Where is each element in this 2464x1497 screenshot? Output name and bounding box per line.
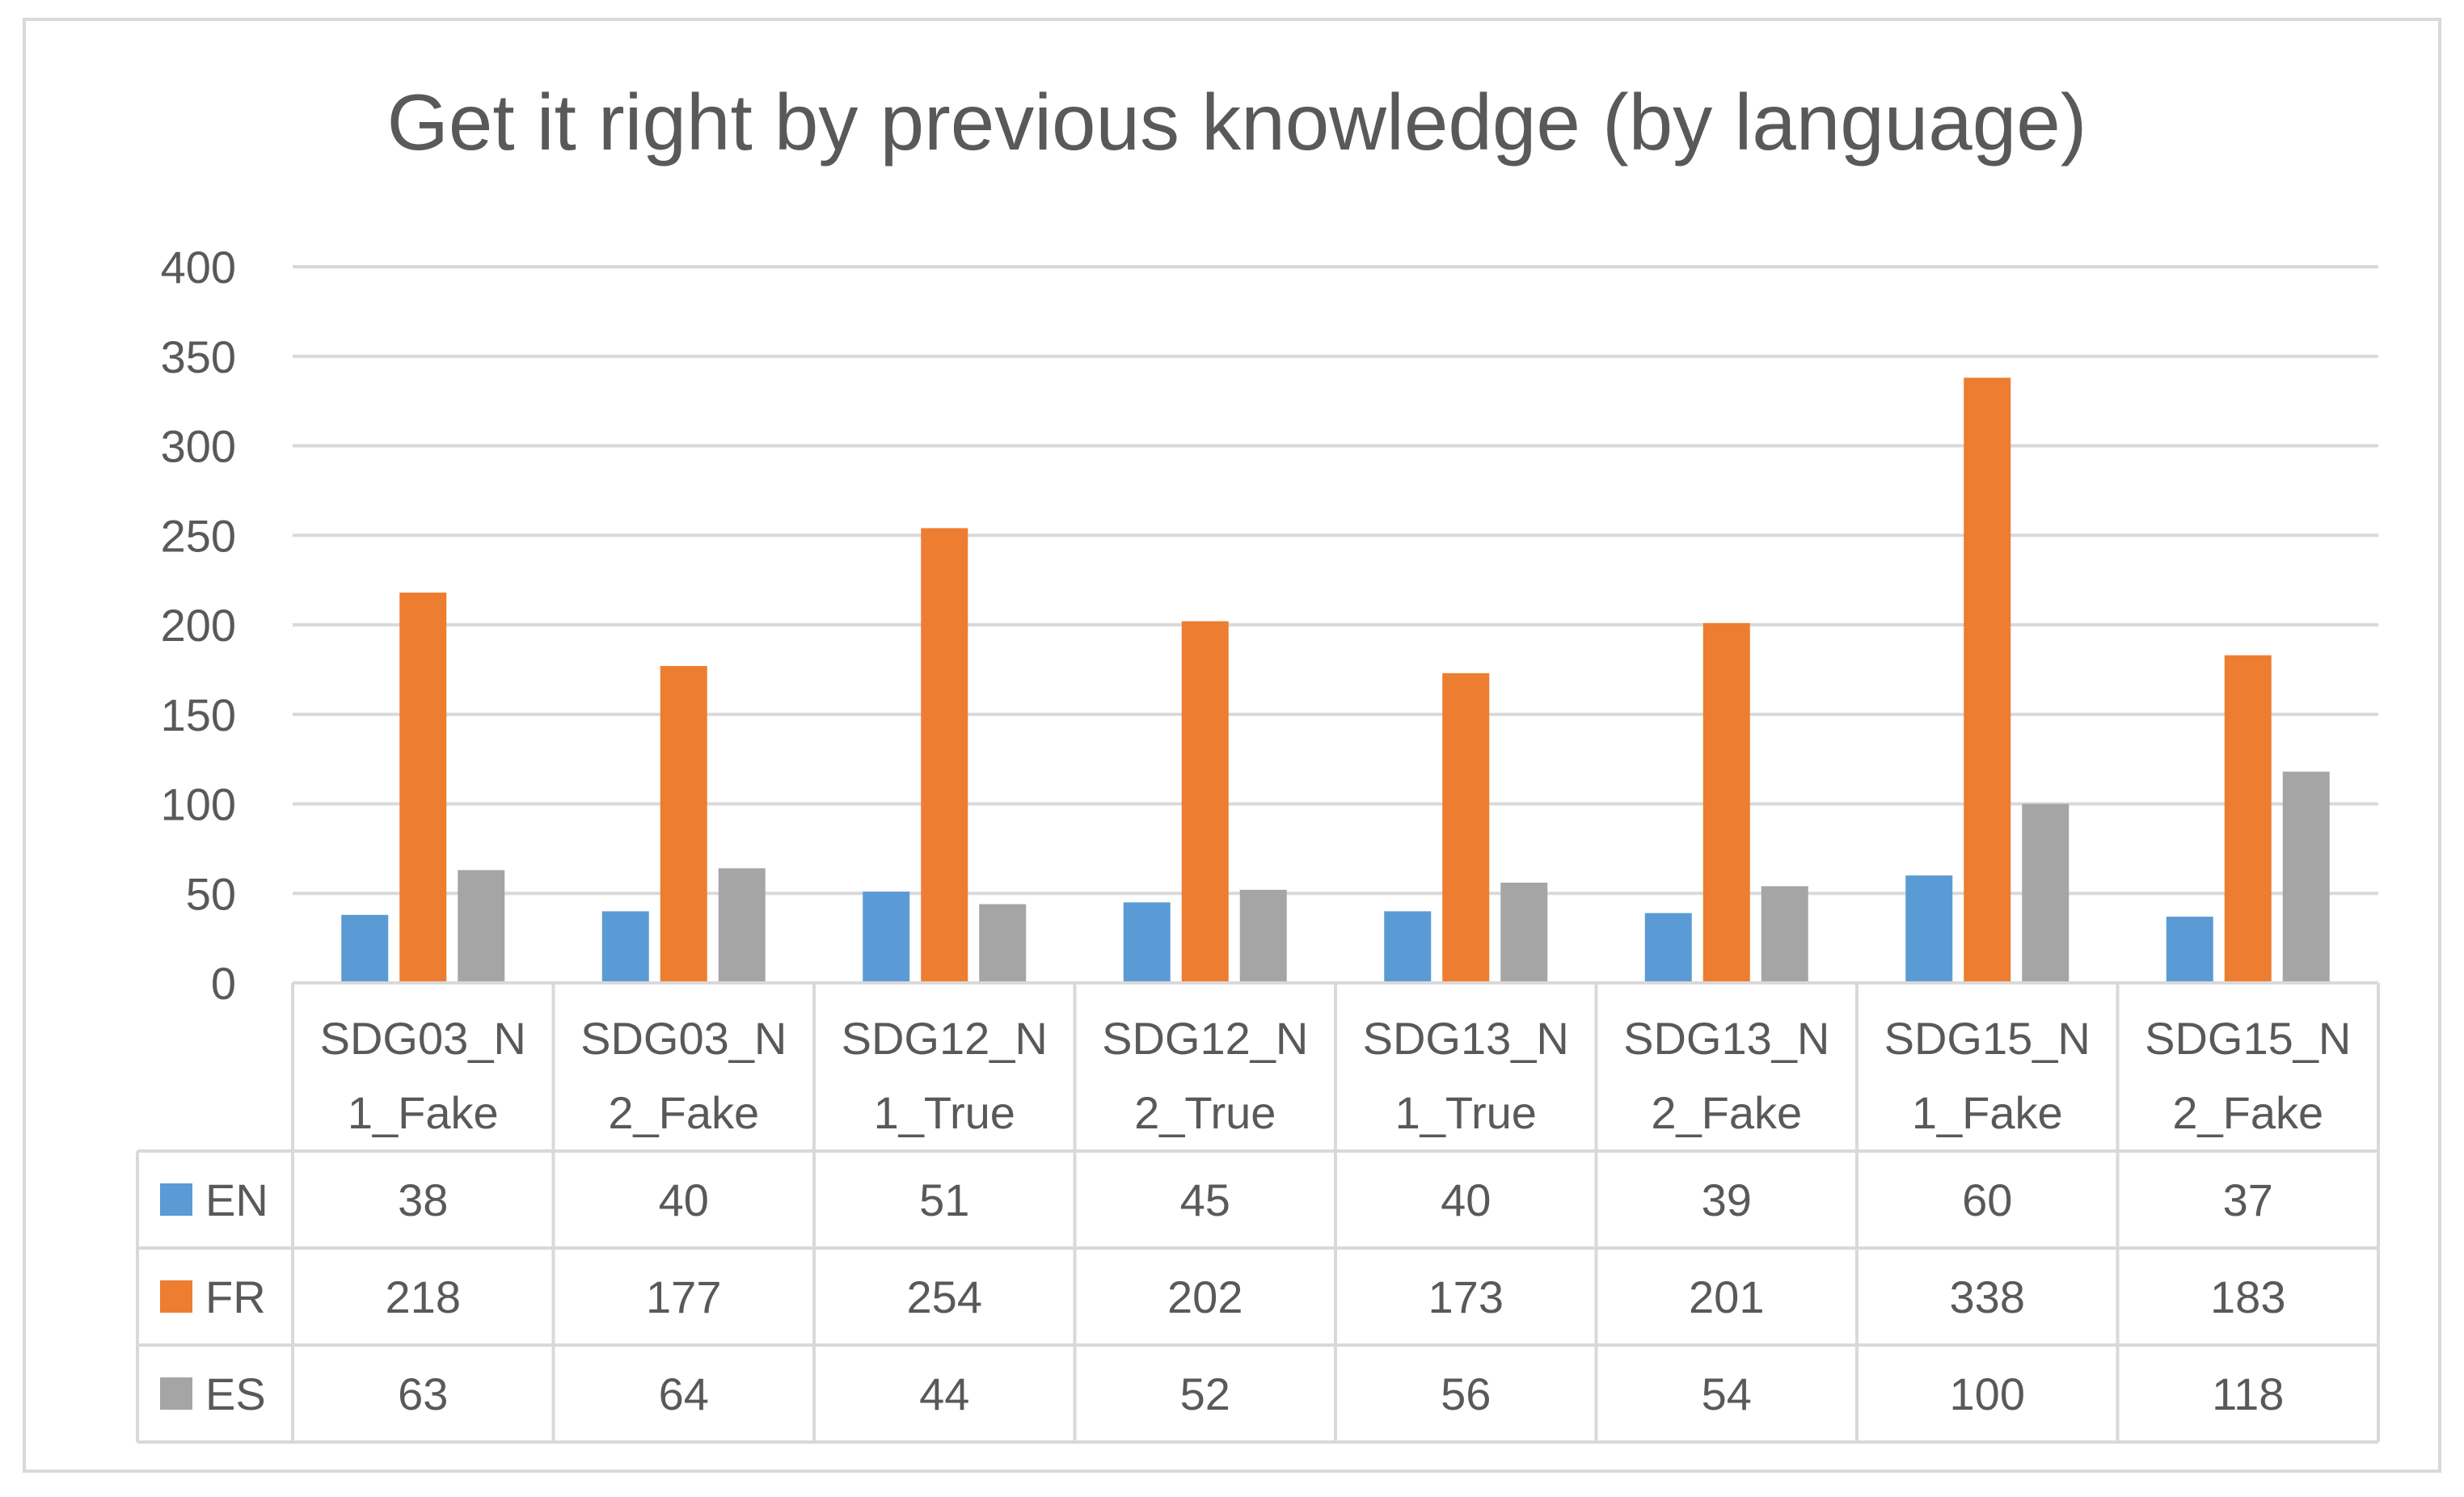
bar-en xyxy=(1123,902,1171,983)
x-tick-label: 1_Fake xyxy=(348,1087,499,1138)
data-table-value: 37 xyxy=(2223,1174,2273,1225)
legend-key-en xyxy=(160,1183,192,1216)
data-table-value: 177 xyxy=(646,1271,721,1322)
data-table-value: 52 xyxy=(1180,1368,1230,1419)
bar-en xyxy=(2166,917,2213,983)
data-table-value: 51 xyxy=(919,1174,969,1225)
legend-label-en: EN xyxy=(205,1174,268,1225)
bar-es xyxy=(2022,803,2070,983)
legend-key-fr xyxy=(160,1280,192,1313)
x-tick-label: SDG03_N xyxy=(580,1013,787,1064)
bar-fr xyxy=(399,592,447,983)
x-tick-label: 2_Fake xyxy=(2172,1087,2323,1138)
y-tick-label: 300 xyxy=(161,421,236,472)
y-tick-label: 200 xyxy=(161,600,236,651)
bar-es xyxy=(979,904,1027,983)
data-table-value: 100 xyxy=(1950,1368,2025,1419)
data-table-value: 39 xyxy=(1702,1174,1752,1225)
x-tick-label: SDG13_N xyxy=(1623,1013,1829,1064)
bar-en xyxy=(341,914,389,983)
data-table-value: 44 xyxy=(919,1368,969,1419)
data-table-value: 45 xyxy=(1180,1174,1230,1225)
x-tick-label: 1_True xyxy=(874,1087,1015,1138)
bar-fr xyxy=(1702,622,1750,983)
bar-fr xyxy=(2224,655,2272,983)
data-table-value: 60 xyxy=(1962,1174,2012,1225)
data-table-value: 183 xyxy=(2210,1271,2285,1322)
y-tick-label: 50 xyxy=(186,868,236,919)
x-tick-label: SDG03_N xyxy=(320,1013,526,1064)
data-table-value: 63 xyxy=(398,1368,448,1419)
bar-en xyxy=(1905,875,1953,983)
data-table-value: 38 xyxy=(398,1174,448,1225)
data-table-value: 40 xyxy=(659,1174,709,1225)
bar-en xyxy=(1384,911,1432,983)
data-table-value: 64 xyxy=(659,1368,709,1419)
legend-label-fr: FR xyxy=(205,1271,266,1322)
data-table-value: 202 xyxy=(1167,1271,1243,1322)
data-table-value: 201 xyxy=(1689,1271,1764,1322)
data-table-value: 118 xyxy=(2212,1368,2284,1419)
x-tick-label: SDG13_N xyxy=(1363,1013,1569,1064)
x-tick-label: 2_Fake xyxy=(1651,1087,1802,1138)
y-tick-label: 150 xyxy=(161,689,236,740)
x-tick-label: 2_True xyxy=(1134,1087,1276,1138)
data-table-value: 218 xyxy=(386,1271,461,1322)
y-tick-label: 100 xyxy=(161,779,236,830)
bar-fr xyxy=(1964,377,2011,984)
bar-fr xyxy=(1442,673,1490,983)
data-table-value: 338 xyxy=(1950,1271,2025,1322)
bar-en xyxy=(863,892,910,983)
y-tick-label: 0 xyxy=(211,958,236,1009)
bar-es xyxy=(1239,889,1287,983)
data-table-value: 40 xyxy=(1441,1174,1491,1225)
bar-es xyxy=(458,870,505,983)
legend-key-es xyxy=(160,1377,192,1410)
bar-es xyxy=(1761,886,1808,983)
bar-es xyxy=(718,868,766,983)
bar-es xyxy=(1500,882,1548,983)
bar-fr xyxy=(1181,621,1229,983)
bar-fr xyxy=(660,665,707,983)
data-table-value: 54 xyxy=(1702,1368,1752,1419)
data-table-value: 173 xyxy=(1428,1271,1504,1322)
data-table-value: 254 xyxy=(907,1271,982,1322)
x-tick-label: 1_Fake xyxy=(1912,1087,2063,1138)
x-tick-label: SDG15_N xyxy=(2145,1013,2351,1064)
x-tick-label: 2_Fake xyxy=(608,1087,759,1138)
x-tick-label: 1_True xyxy=(1395,1087,1537,1138)
x-tick-label: SDG12_N xyxy=(842,1013,1048,1064)
x-tick-label: SDG12_N xyxy=(1102,1013,1308,1064)
data-table-value: 56 xyxy=(1441,1368,1491,1419)
y-tick-label: 400 xyxy=(161,242,236,293)
x-tick-label: SDG15_N xyxy=(1884,1013,2091,1064)
bar-en xyxy=(601,911,649,983)
legend-label-es: ES xyxy=(205,1368,266,1419)
y-tick-label: 250 xyxy=(161,510,236,561)
bar-es xyxy=(2282,771,2330,983)
bar-en xyxy=(1644,913,1692,983)
chart-title: Get it right by previous knowledge (by l… xyxy=(387,78,2087,167)
bar-fr xyxy=(921,528,968,983)
y-tick-label: 350 xyxy=(161,331,236,382)
